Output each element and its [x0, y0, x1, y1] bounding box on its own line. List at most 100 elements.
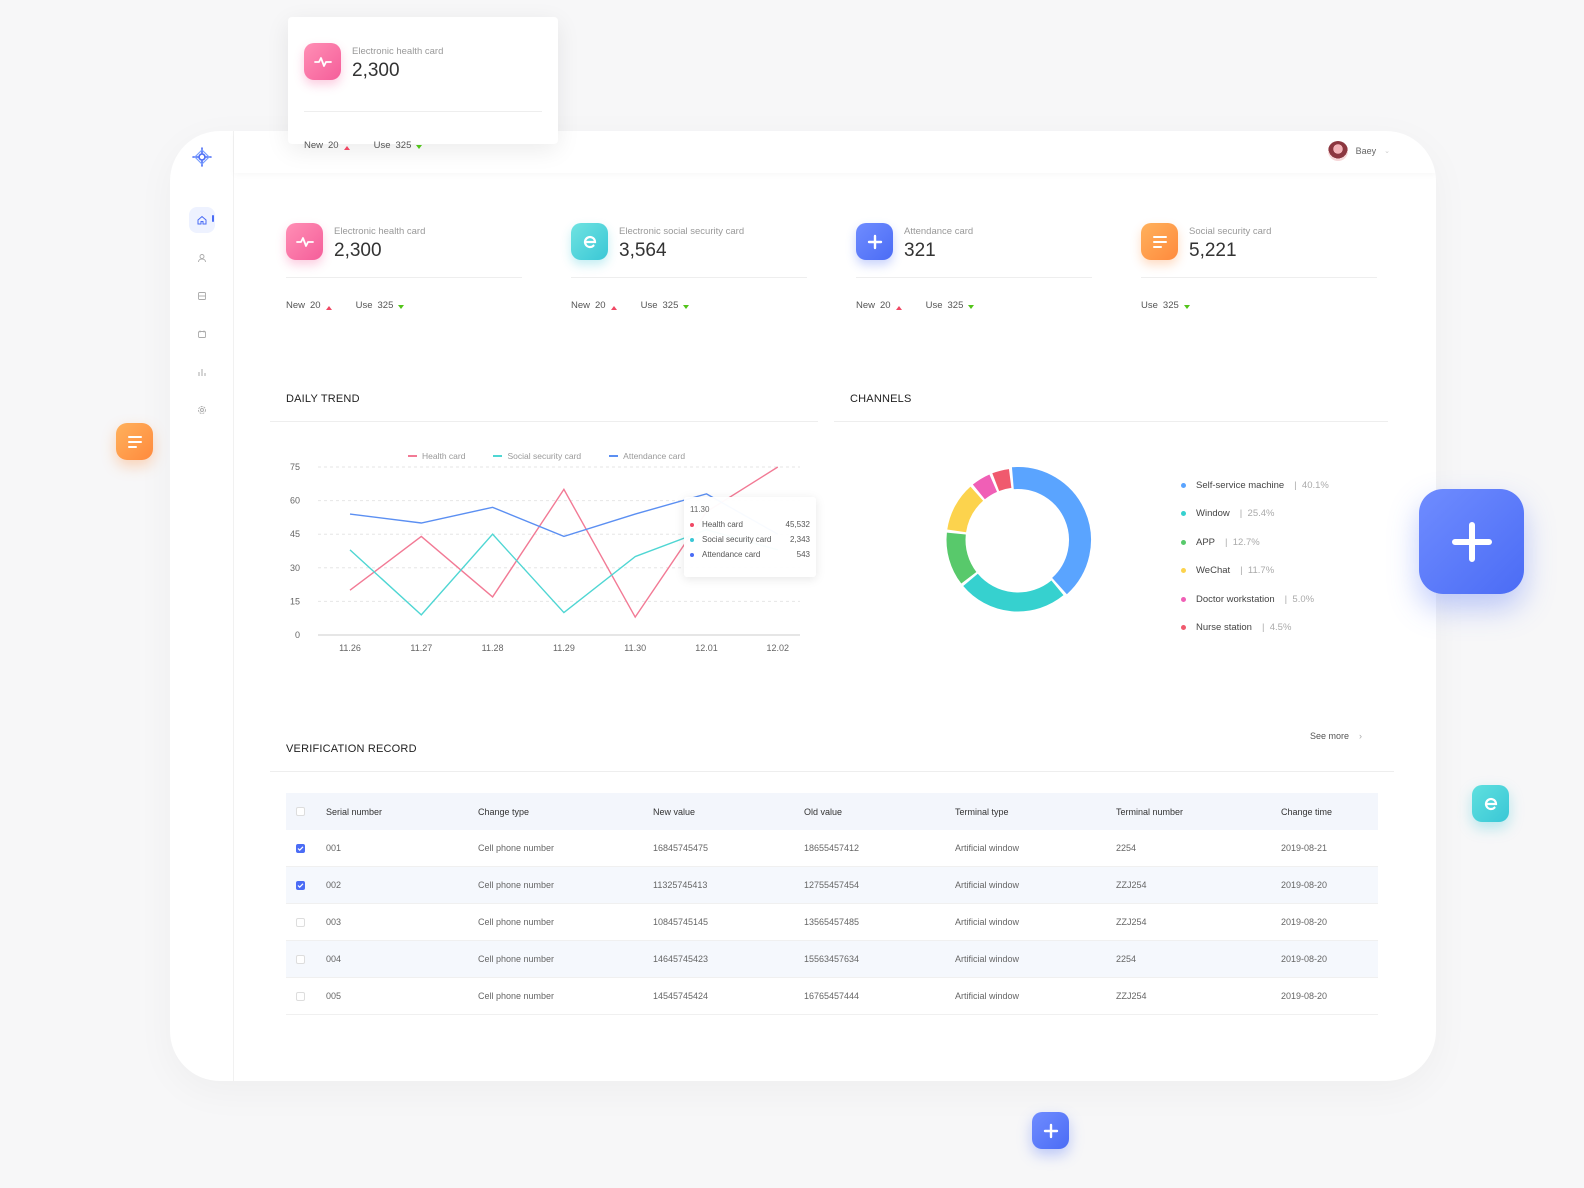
- tooltip-row: Social security card 2,343: [690, 535, 810, 544]
- doc-icon: [1141, 223, 1178, 260]
- legend-dot: [1181, 539, 1186, 545]
- chevron-right-icon: ›: [1359, 731, 1363, 741]
- nav-home[interactable]: [189, 207, 215, 233]
- table-cell: ZZJ254: [1116, 917, 1147, 927]
- stat-label: Electronic social security card: [619, 226, 745, 237]
- x-tick-label: 12.02: [767, 643, 790, 653]
- nav-settings[interactable]: [189, 397, 215, 423]
- y-tick-label: 60: [290, 496, 300, 506]
- legend-item: Health card: [408, 451, 465, 461]
- row-checkbox[interactable]: [296, 843, 305, 853]
- table-cell: Artificial window: [955, 954, 1020, 964]
- table-cell: Artificial window: [955, 880, 1020, 890]
- divider: [1141, 277, 1377, 278]
- column-header: Change type: [478, 806, 530, 817]
- table-header: Serial number Change type New value Old …: [286, 793, 1378, 830]
- table-cell: 13565457485: [804, 917, 860, 927]
- row-checkbox[interactable]: [296, 991, 305, 1001]
- main-content: Electronic health card 2,300 New 20 Use 32…: [234, 173, 1436, 1081]
- divider: [834, 421, 1388, 422]
- table-row[interactable]: 003 Cell phone number 10845745145 135654574…: [286, 904, 1378, 941]
- chart-legend: Health card Social security card Attenda…: [408, 451, 685, 461]
- column-header: Change time: [1281, 806, 1333, 817]
- logo-icon: [192, 147, 212, 167]
- table-cell: 2019-08-20: [1281, 954, 1328, 964]
- table-row[interactable]: 001 Cell phone number 16845745475 186554574…: [286, 830, 1378, 867]
- arrow-down-icon: [683, 304, 690, 309]
- divider: [286, 277, 522, 278]
- nav-stats[interactable]: [189, 359, 215, 385]
- table-cell: Cell phone number: [478, 954, 555, 964]
- stat-value: 321: [904, 240, 936, 261]
- arrow-down-icon: [398, 304, 405, 309]
- channel-name: APP: [1196, 536, 1216, 548]
- see-more-link[interactable]: See more ›: [1310, 731, 1362, 741]
- e-icon: [1472, 785, 1509, 822]
- stat-card-social-security: Social security card 5,221 Use 325: [1141, 223, 1377, 311]
- series-line-2: [349, 493, 779, 538]
- user-name: Baey: [1355, 146, 1377, 156]
- divider: [270, 771, 1394, 772]
- verification-table: Serial number Change type New value Old …: [286, 793, 1378, 1015]
- tooltip-row: Attendance card 543: [690, 550, 810, 559]
- select-all-checkbox[interactable]: [296, 807, 305, 816]
- section-title-channels: CHANNELS: [850, 393, 912, 405]
- user-menu[interactable]: Baey ⌄: [1327, 141, 1390, 161]
- use-count: Use 325: [1141, 300, 1190, 311]
- y-tick-label: 45: [290, 529, 300, 539]
- row-checkbox[interactable]: [296, 954, 305, 964]
- row-checkbox[interactable]: [296, 917, 305, 927]
- table-cell: 18655457412: [804, 843, 860, 853]
- table-row[interactable]: 002 Cell phone number 11325745413 127554574…: [286, 867, 1378, 904]
- column-header: Serial number: [326, 806, 383, 817]
- table-cell: 11325745413: [653, 880, 708, 890]
- table-cell: 16765457444: [804, 991, 860, 1001]
- table-cell: 14545745424: [653, 991, 709, 1001]
- tooltip-title: 11.30: [690, 505, 710, 514]
- table-cell: 2019-08-20: [1281, 917, 1328, 927]
- arrow-up-icon: [343, 145, 350, 150]
- divider: [304, 111, 542, 112]
- user-icon: [198, 254, 206, 263]
- channel-name: Window: [1196, 508, 1230, 520]
- table-cell: Artificial window: [955, 991, 1020, 1001]
- stat-value: 2,300: [352, 60, 400, 81]
- nav-user[interactable]: [189, 245, 215, 271]
- channel-item: WeChat | 11.7%: [1181, 557, 1329, 586]
- table-cell: 001: [326, 843, 342, 853]
- nav-cards[interactable]: [189, 283, 215, 309]
- table-row[interactable]: 004 Cell phone number 14645745423 155634576…: [286, 941, 1378, 978]
- pulse-icon: [304, 43, 341, 80]
- doc-icon: [116, 423, 153, 460]
- add-button[interactable]: [1419, 489, 1524, 594]
- channel-pct: | 4.5%: [1261, 622, 1292, 634]
- arrow-up-icon: [610, 305, 617, 310]
- stat-label: Electronic health card: [352, 46, 444, 57]
- stat-label: Electronic health card: [334, 226, 426, 237]
- column-header: Old value: [804, 806, 843, 817]
- channel-pct: | 5.0%: [1284, 593, 1315, 605]
- new-count: New 20: [571, 300, 617, 311]
- avatar: [1327, 141, 1348, 161]
- stat-card-attendance: Attendance card 321 New 20 Use 325: [856, 223, 1092, 311]
- arrow-down-icon: [1183, 304, 1190, 309]
- table-cell: 2019-08-20: [1281, 880, 1328, 890]
- stat-value: 2,300: [334, 240, 382, 261]
- card-icon: [198, 292, 206, 300]
- x-tick-label: 11.26: [339, 643, 361, 653]
- bar-chart-icon: [198, 369, 206, 376]
- new-count: New 20: [304, 140, 350, 151]
- y-tick-label: 15: [290, 596, 300, 606]
- column-header: New value: [653, 806, 696, 817]
- column-header: Terminal number: [1116, 806, 1184, 817]
- row-checkbox[interactable]: [296, 880, 305, 890]
- legend-dot: [1181, 482, 1186, 488]
- channel-name: Doctor workstation: [1196, 593, 1275, 605]
- table-row[interactable]: 005 Cell phone number 14545745424 167654574…: [286, 978, 1378, 1015]
- top-bar: Baey ⌄: [234, 131, 1436, 173]
- nav-calendar[interactable]: [189, 321, 215, 347]
- use-count: Use 325: [641, 300, 690, 311]
- table-cell: ZZJ254: [1116, 880, 1147, 890]
- divider: [270, 421, 818, 422]
- table-cell: Cell phone number: [478, 917, 555, 927]
